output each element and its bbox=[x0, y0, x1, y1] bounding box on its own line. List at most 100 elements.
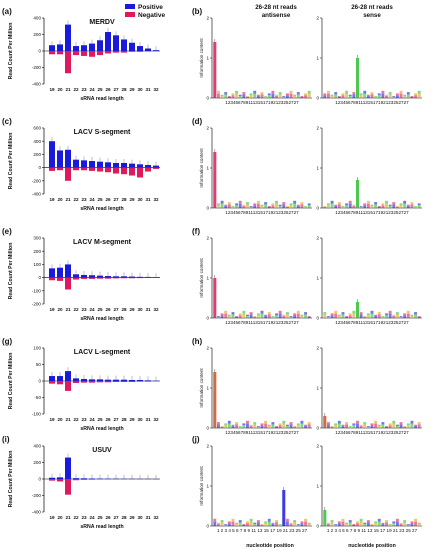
bar-positive bbox=[105, 162, 111, 168]
x-tick-label: 24 bbox=[89, 87, 95, 92]
bar-positive bbox=[65, 371, 71, 381]
logo-letter bbox=[216, 316, 220, 318]
logo-4-sense: 0 1 2 1 2 3 4 5 6 7 8 9 11 13 15 17 19 21 2… bbox=[316, 444, 422, 533]
bar-negative bbox=[129, 381, 135, 382]
logo-peak-letter bbox=[355, 302, 360, 318]
logo-y-tick-label: 2 bbox=[206, 126, 209, 131]
bar-positive bbox=[65, 264, 71, 278]
logo-letter bbox=[341, 314, 345, 318]
x-tick-label: 28 bbox=[121, 515, 127, 520]
bar-negative bbox=[81, 277, 87, 279]
logo-y-tick-label: 1 bbox=[316, 276, 319, 281]
x-tick-label: 29 bbox=[129, 87, 135, 92]
logo-letter bbox=[256, 94, 260, 97]
x-axis-label: sRNA read length bbox=[80, 206, 123, 212]
bar-negative bbox=[97, 277, 103, 279]
logo-letter bbox=[260, 206, 264, 208]
logo-letter bbox=[275, 520, 278, 523]
logo-letter bbox=[246, 316, 249, 318]
bar-negative bbox=[65, 479, 71, 495]
logo-letter bbox=[403, 426, 407, 428]
logo-letter bbox=[296, 524, 300, 526]
logo-letter bbox=[264, 204, 268, 208]
logo-letter bbox=[227, 314, 231, 317]
x-tick-label: 27 bbox=[113, 515, 119, 520]
logo-letter bbox=[246, 202, 249, 205]
logo-letter bbox=[293, 315, 297, 318]
logo-letter bbox=[235, 522, 239, 525]
x-tick-label: 24 bbox=[89, 417, 95, 422]
logo-y-label: Information content bbox=[199, 148, 204, 188]
logo-letter bbox=[271, 205, 275, 208]
x-tick-label: 29 bbox=[129, 417, 135, 422]
logo-letter bbox=[381, 93, 385, 98]
logo-letter bbox=[366, 315, 370, 318]
logo-letter bbox=[227, 420, 231, 424]
logo-letter bbox=[395, 95, 399, 98]
logo-letter bbox=[238, 200, 242, 204]
logo-letter bbox=[334, 524, 338, 526]
logo-letter bbox=[417, 316, 421, 317]
bar-positive bbox=[145, 276, 151, 278]
bar-positive bbox=[97, 379, 103, 381]
bar-negative bbox=[57, 277, 63, 281]
logo-letter bbox=[374, 96, 378, 98]
logo-letter bbox=[326, 93, 330, 98]
logo-letter bbox=[348, 203, 352, 208]
logo-letter bbox=[275, 203, 278, 208]
logo-letter bbox=[231, 314, 235, 318]
logo-y-tick-label: 0 bbox=[316, 206, 319, 211]
logo-letter bbox=[395, 206, 399, 207]
logo-y-label: Information content bbox=[199, 368, 204, 408]
bar-negative bbox=[49, 277, 55, 281]
logo-letter bbox=[330, 315, 334, 318]
x-tick-label: 23 bbox=[81, 87, 87, 92]
logo-letter bbox=[238, 522, 242, 526]
logo-letter bbox=[300, 96, 304, 97]
x-tick-label: 21 bbox=[65, 515, 71, 520]
logo-letter bbox=[363, 90, 367, 94]
bar-positive bbox=[97, 40, 103, 51]
logo-letter bbox=[256, 522, 260, 526]
logo-letter bbox=[285, 521, 289, 526]
logo-letter bbox=[235, 524, 239, 526]
logo-letter bbox=[271, 316, 275, 318]
logo-letter bbox=[285, 314, 289, 318]
logo-letter bbox=[348, 520, 352, 523]
logo-letter bbox=[323, 95, 327, 98]
logo-letter bbox=[275, 426, 278, 428]
logo-letter bbox=[260, 204, 264, 207]
bar-positive bbox=[145, 164, 151, 168]
logo-letter bbox=[285, 206, 289, 207]
bar-negative bbox=[57, 381, 63, 385]
logo-letter bbox=[242, 425, 246, 428]
logo-letter bbox=[352, 92, 356, 95]
x-tick-label: 32 bbox=[153, 307, 159, 312]
logo-letter bbox=[323, 314, 327, 318]
logo-letter bbox=[304, 424, 308, 427]
logo-letter bbox=[271, 422, 275, 425]
logo-letter bbox=[227, 96, 231, 98]
logo-peak-letter bbox=[323, 510, 327, 526]
logo-letter bbox=[253, 524, 257, 526]
logo-letter bbox=[264, 523, 268, 526]
logo-letter bbox=[220, 313, 224, 316]
logo-letter bbox=[414, 206, 418, 207]
x-tick-label: 23 bbox=[81, 307, 87, 312]
logo-letter bbox=[352, 425, 356, 428]
logo-letter bbox=[220, 426, 224, 428]
logo-letter bbox=[267, 93, 271, 96]
logo-letter bbox=[220, 200, 224, 204]
logo-letter bbox=[293, 426, 297, 427]
logo-letter bbox=[260, 423, 264, 426]
logo-letter bbox=[235, 205, 239, 208]
x-tick-label: 19 bbox=[49, 417, 55, 422]
x-tick-label: 25 bbox=[97, 515, 103, 520]
logo-letter bbox=[304, 206, 308, 208]
logo-letter bbox=[260, 524, 264, 526]
bar-positive bbox=[153, 165, 159, 168]
logo-letter bbox=[326, 424, 330, 428]
logo-letter bbox=[417, 316, 421, 318]
logo-letter bbox=[341, 206, 345, 207]
logo-letter bbox=[392, 423, 396, 428]
